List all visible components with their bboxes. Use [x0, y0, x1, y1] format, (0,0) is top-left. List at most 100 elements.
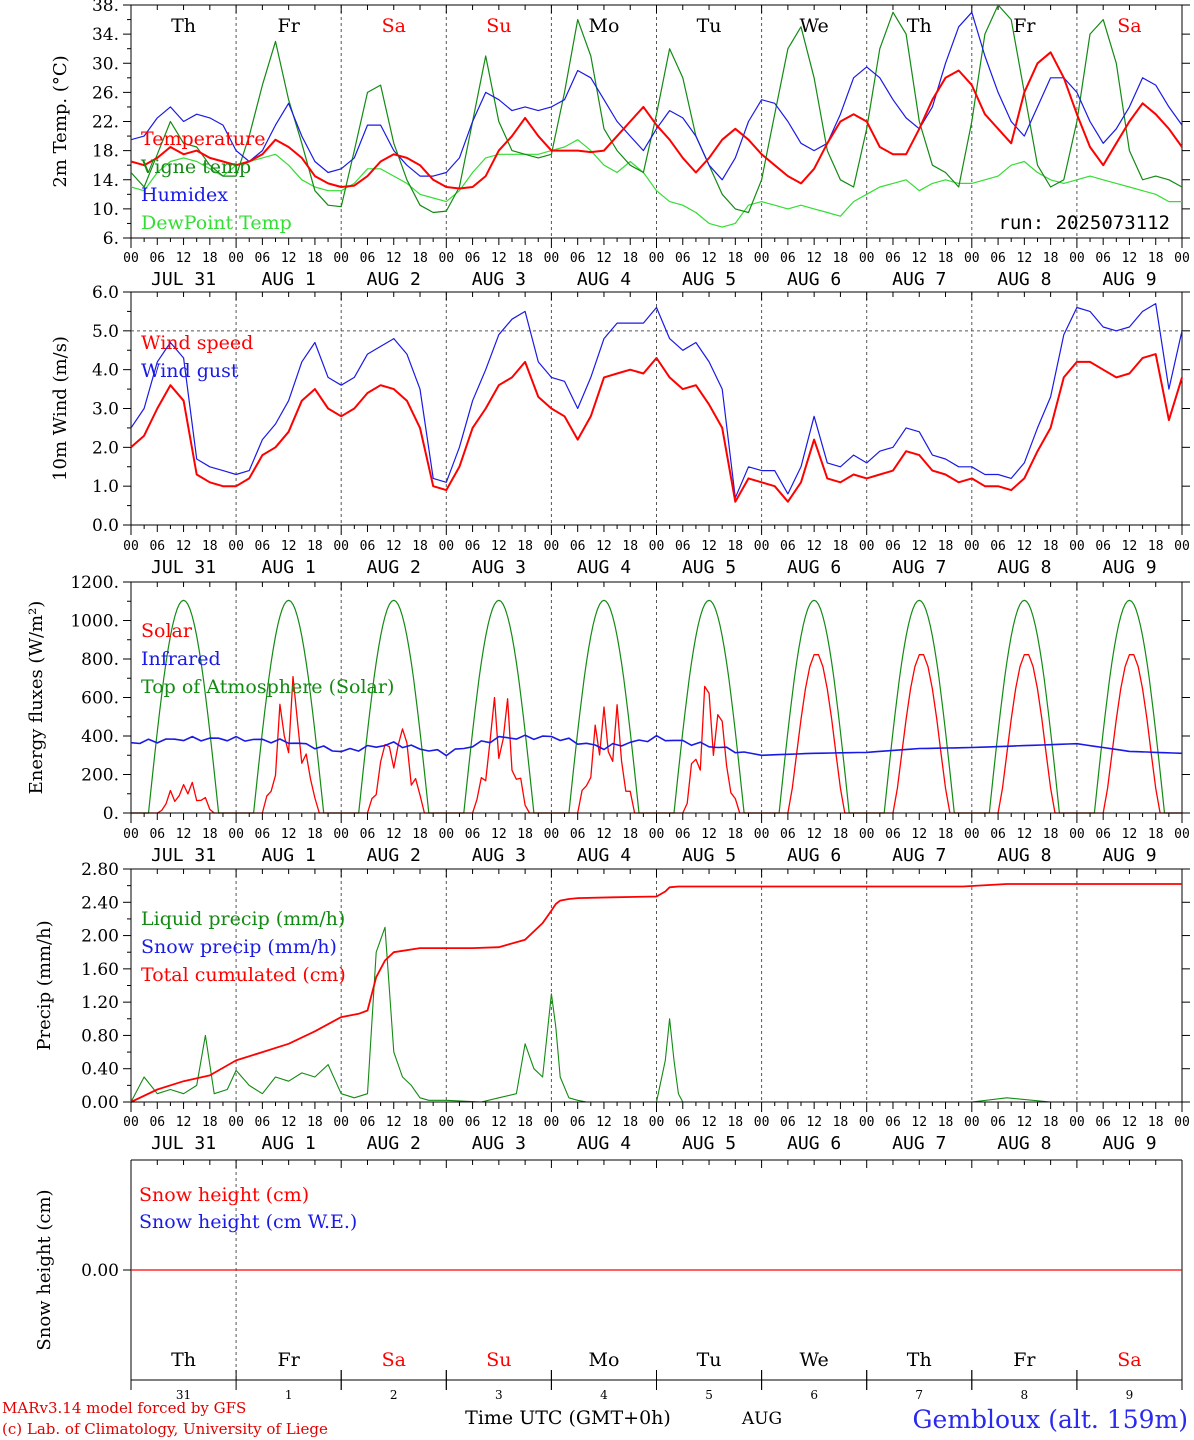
hour-label: 00 — [544, 1115, 560, 1130]
hour-label: 12 — [701, 251, 717, 266]
hour-label: 12 — [1122, 1115, 1138, 1130]
hour-label: 12 — [176, 827, 192, 842]
hour-label: 12 — [281, 251, 297, 266]
time-axis-4: 31 1 2 3 4 5 6 7 8 9 — [130, 1370, 1183, 1402]
hour-label: 00 — [1174, 251, 1190, 266]
date-label: AUG 7 — [892, 1133, 946, 1154]
hour-label: 12 — [386, 539, 402, 554]
hour-label: 18 — [622, 1115, 638, 1130]
hour-label: 12 — [491, 251, 507, 266]
hour-label: 00 — [438, 251, 454, 266]
y-tick-label: 400. — [81, 727, 119, 747]
hour-label: 06 — [360, 251, 376, 266]
date-label: AUG 8 — [997, 269, 1051, 290]
hour-label: 00 — [649, 539, 665, 554]
hour-label: 18 — [412, 1115, 428, 1130]
hour-label: 12 — [806, 827, 822, 842]
y-axis-3: 2.80 2.40 2.00 1.60 1.20 0.80 0.40 0.00 Precip (… — [34, 860, 1190, 1113]
y-axis-title: Energy fluxes (W/m²) — [26, 601, 47, 795]
hour-label: 18 — [622, 251, 638, 266]
panel-frame-1 — [130, 291, 1183, 526]
hour-label: 12 — [701, 539, 717, 554]
hour-label: 06 — [885, 251, 901, 266]
hour-label: 00 — [333, 251, 349, 266]
hour-label: 00 — [964, 1115, 980, 1130]
y-axis-title: Snow height (cm) — [34, 1189, 55, 1350]
hour-label: 06 — [885, 827, 901, 842]
month-label: AUG — [741, 1409, 782, 1429]
legend-entry: Wind gust — [141, 360, 239, 382]
hour-label: 00 — [438, 1115, 454, 1130]
day-name: Th — [171, 1349, 196, 1371]
hour-label: 12 — [911, 251, 927, 266]
hour-label: 06 — [780, 539, 796, 554]
hour-label: 18 — [202, 1115, 218, 1130]
series-line-temperature — [131, 51, 1182, 190]
y-tick-label: 0.0 — [92, 516, 119, 536]
date-label: AUG 5 — [682, 1133, 736, 1154]
series-group-wind — [130, 303, 1183, 503]
hour-label: 18 — [622, 827, 638, 842]
hour-label: 00 — [333, 827, 349, 842]
hour-label: 00 — [228, 827, 244, 842]
day-number: 7 — [915, 1388, 923, 1402]
legend-0: Temperature Vigne temp Humidex DewPoint Tem… — [140, 128, 292, 234]
hour-label: 18 — [833, 827, 849, 842]
hour-label: 06 — [570, 539, 586, 554]
y-tick-label: 34. — [92, 25, 119, 45]
hour-label: 00 — [544, 251, 560, 266]
hour-label: 00 — [754, 827, 770, 842]
date-label: AUG 7 — [892, 269, 946, 290]
time-axis-2: 00 06 12 18 JUL 31 00 06 12 18 AUG 1 00 06 12 18 AUG 2… — [123, 812, 1190, 866]
legend-entry: Vigne temp — [140, 156, 251, 178]
day-name: Mo — [588, 15, 619, 37]
date-label: AUG 1 — [262, 1133, 316, 1154]
legend-entry: Total cumulated (cm) — [141, 964, 346, 986]
date-label: AUG 4 — [577, 269, 631, 290]
day-names-4: Th Fr Sa Su Mo Tu We Th Fr Sa — [171, 1349, 1142, 1371]
hour-label: 00 — [964, 251, 980, 266]
hour-label: 06 — [360, 1115, 376, 1130]
hour-label: 06 — [255, 1115, 271, 1130]
hour-label: 00 — [123, 539, 139, 554]
date-label: AUG 8 — [997, 557, 1051, 578]
hour-label: 12 — [491, 539, 507, 554]
day-number: 5 — [705, 1388, 713, 1402]
day-number: 1 — [285, 1388, 293, 1402]
hour-label: 06 — [255, 827, 271, 842]
legend-entry: DewPoint Temp — [141, 212, 292, 234]
hour-label: 12 — [911, 827, 927, 842]
hour-label: 00 — [1174, 539, 1190, 554]
time-axis-3: 00 06 12 18 JUL 31 00 06 12 18 AUG 1 00 06 12 18 AUG 2… — [123, 1101, 1190, 1154]
panel-frame-0 — [130, 4, 1183, 239]
y-axis-4: 0.00 Snow height (cm) — [34, 1189, 131, 1351]
hour-label: 12 — [281, 827, 297, 842]
day-name: Sa — [1117, 15, 1141, 37]
y-axis-title: 2m Temp. (°C) — [50, 55, 71, 187]
hour-label: 12 — [386, 827, 402, 842]
hour-label: 06 — [465, 539, 481, 554]
hour-label: 00 — [1069, 1115, 1085, 1130]
hour-label: 18 — [307, 539, 323, 554]
legend-entry: Snow height (cm W.E.) — [139, 1211, 357, 1233]
hour-label: 18 — [202, 251, 218, 266]
hour-label: 18 — [1043, 539, 1059, 554]
hour-label: 00 — [859, 827, 875, 842]
date-label: AUG 9 — [1102, 557, 1156, 578]
hour-label: 12 — [1017, 539, 1033, 554]
date-label: AUG 1 — [262, 269, 316, 290]
hour-label: 06 — [780, 1115, 796, 1130]
hour-label: 00 — [123, 827, 139, 842]
hour-label: 06 — [255, 539, 271, 554]
y-axis-2: 1200. 1000. 800. 600. 400. 200. 0. Energy fluxe… — [26, 573, 1190, 824]
hour-label: 12 — [1017, 827, 1033, 842]
y-tick-label: 600. — [81, 689, 119, 709]
date-label: JUL 31 — [151, 1133, 216, 1154]
hour-label: 18 — [727, 539, 743, 554]
hour-label: 12 — [596, 1115, 612, 1130]
hour-label: 18 — [1043, 251, 1059, 266]
day-name: Fr — [1013, 1349, 1036, 1371]
hour-label: 00 — [228, 1115, 244, 1130]
hour-label: 18 — [938, 1115, 954, 1130]
date-label: AUG 6 — [787, 1133, 841, 1154]
